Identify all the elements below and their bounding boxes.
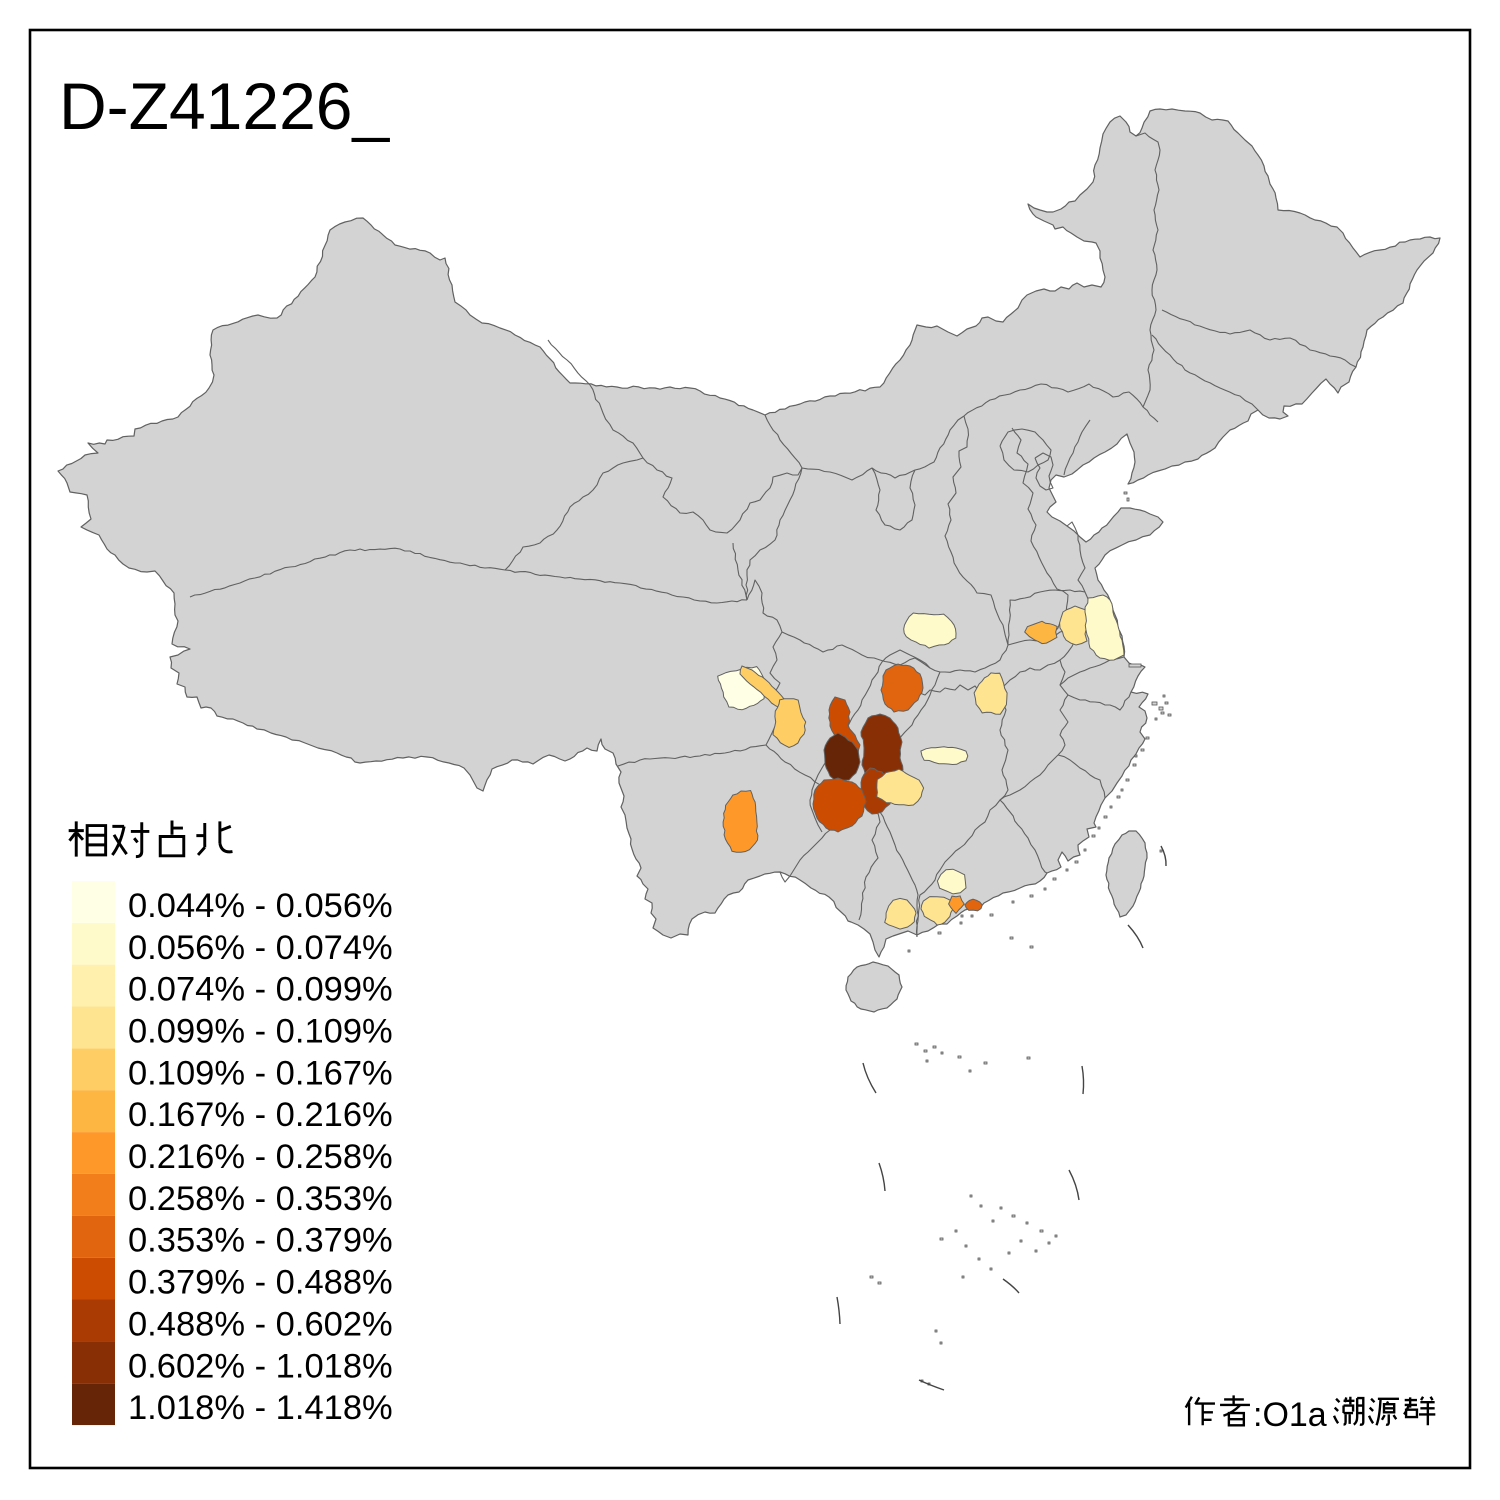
svg-text:0.109% - 0.167%: 0.109% - 0.167% xyxy=(128,1054,393,1092)
svg-text:1.018% - 1.418%: 1.018% - 1.418% xyxy=(128,1389,393,1427)
svg-text:0.353% - 0.379%: 0.353% - 0.379% xyxy=(128,1222,393,1260)
svg-text::O1a: :O1a xyxy=(1253,1396,1327,1434)
svg-text:0.167% - 0.216%: 0.167% - 0.216% xyxy=(128,1096,393,1134)
svg-text:0.074% - 0.099%: 0.074% - 0.099% xyxy=(128,971,393,1009)
svg-text:D-Z41226_: D-Z41226_ xyxy=(59,69,390,143)
svg-text:0.379% - 0.488%: 0.379% - 0.488% xyxy=(128,1264,393,1302)
svg-text:0.044% - 0.056%: 0.044% - 0.056% xyxy=(128,887,393,925)
svg-text:0.602% - 1.018%: 0.602% - 1.018% xyxy=(128,1347,393,1385)
svg-text:0.099% - 0.109%: 0.099% - 0.109% xyxy=(128,1013,393,1051)
svg-text:0.216% - 0.258%: 0.216% - 0.258% xyxy=(128,1138,393,1176)
svg-text:0.056% - 0.074%: 0.056% - 0.074% xyxy=(128,929,393,967)
svg-text:0.258% - 0.353%: 0.258% - 0.353% xyxy=(128,1180,393,1218)
svg-text:0.488% - 0.602%: 0.488% - 0.602% xyxy=(128,1305,393,1343)
